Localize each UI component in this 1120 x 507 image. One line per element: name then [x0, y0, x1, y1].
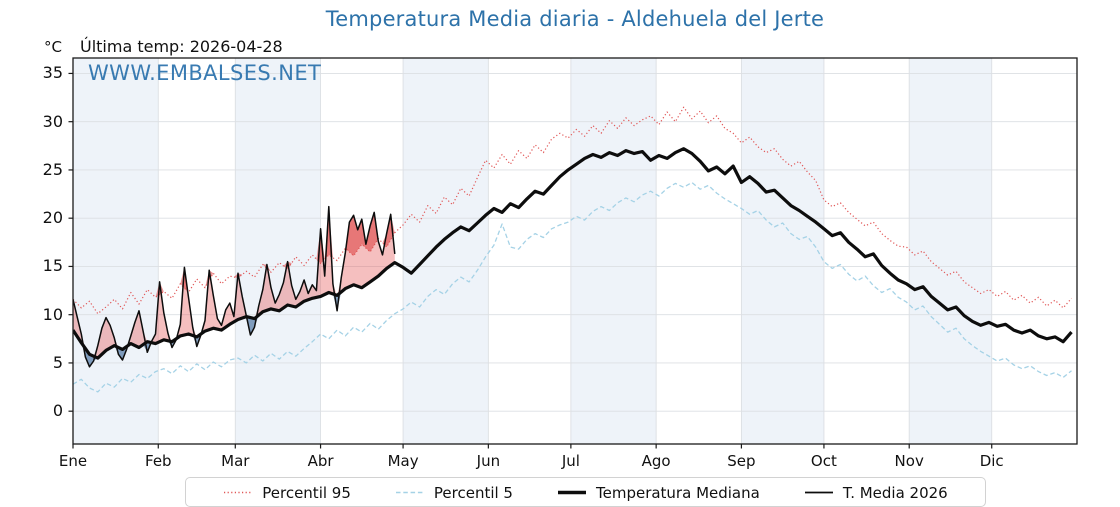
- x-tick-label: Sep: [727, 452, 756, 470]
- legend: Percentil 95 Percentil 5 Temperatura Med…: [185, 477, 986, 507]
- x-tick-label: Jun: [476, 452, 501, 470]
- y-tick-label: 5: [52, 352, 63, 372]
- x-tick-label: Dic: [979, 452, 1004, 470]
- y-tick-label: 35: [42, 63, 63, 83]
- x-tick-label: May: [387, 452, 419, 470]
- legend-item-percentil-5: Percentil 5: [395, 483, 513, 502]
- x-tick-label: Mar: [221, 452, 250, 470]
- x-tick-label: Jul: [561, 452, 580, 470]
- y-tick-label: 20: [42, 208, 63, 228]
- t-media-2026-line-icon: [804, 491, 833, 494]
- last-temp-annotation: Última temp: 2026-04-28: [80, 37, 283, 56]
- page-title: Temperatura Media diaria - Aldehuela del…: [325, 7, 825, 31]
- legend-label: Percentil 95: [262, 483, 351, 502]
- x-tick-label: Feb: [145, 452, 172, 470]
- x-tick-label: Abr: [307, 452, 334, 470]
- x-tick-label: Ene: [58, 452, 88, 470]
- watermark: WWW.EMBALSES.NET: [88, 61, 322, 85]
- legend-item-percentil-95: Percentil 95: [223, 483, 351, 502]
- x-tick-label: Ago: [641, 452, 671, 470]
- y-tick-label: 10: [42, 304, 63, 324]
- legend-label: Temperatura Mediana: [595, 483, 760, 502]
- percentil-95-line-icon: [224, 491, 253, 494]
- x-tick-label: Oct: [810, 452, 837, 470]
- y-tick-label: 25: [42, 159, 63, 179]
- y-tick-label: 0: [52, 401, 63, 421]
- legend-item-temperatura-mediana: Temperatura Mediana: [557, 483, 760, 502]
- x-tick-label: Nov: [894, 452, 924, 470]
- percentil-5-line-icon: [395, 491, 424, 494]
- legend-label: Percentil 5: [433, 483, 513, 502]
- legend-item-t-media-2026: T. Media 2026: [804, 483, 948, 502]
- y-axis-unit-label: °C: [44, 38, 62, 56]
- y-tick-label: 15: [42, 256, 63, 276]
- legend-label: T. Media 2026: [842, 483, 948, 502]
- temperatura-mediana-line-icon: [557, 490, 586, 495]
- y-tick-label: 30: [42, 111, 63, 131]
